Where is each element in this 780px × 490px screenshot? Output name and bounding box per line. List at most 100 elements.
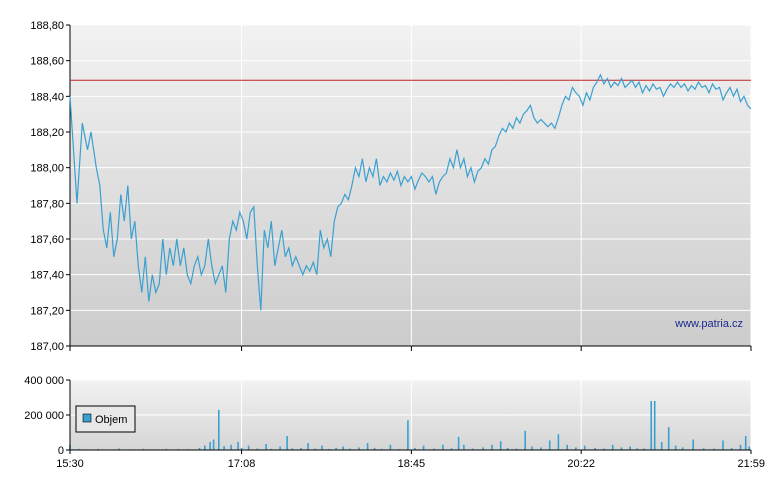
volume-bar bbox=[629, 446, 631, 450]
price-y-tick-label: 188,60 bbox=[30, 56, 64, 68]
volume-bar bbox=[540, 447, 542, 450]
legend-swatch bbox=[82, 413, 92, 423]
volume-bar bbox=[314, 448, 316, 450]
volume-bar bbox=[380, 448, 383, 450]
volume-bar bbox=[389, 444, 392, 451]
volume-y-axis-ticks: 400 000 200 000 0 bbox=[24, 375, 70, 457]
volume-bar bbox=[557, 434, 560, 451]
volume-bar bbox=[583, 445, 586, 450]
volume-bar bbox=[230, 444, 232, 451]
volume-y-tick-label: 0 bbox=[58, 445, 64, 457]
price-series-line bbox=[69, 73, 752, 311]
price-y-tick-label: 187,80 bbox=[30, 198, 64, 210]
volume-bar bbox=[142, 448, 145, 450]
x-tick-label: 17:08 bbox=[228, 458, 256, 470]
volume-bar bbox=[78, 448, 80, 450]
volume-y-tick-label: 200 000 bbox=[24, 410, 64, 422]
volume-bar bbox=[335, 447, 337, 450]
volume-bar bbox=[748, 446, 750, 450]
watermark: www.patria.cz bbox=[674, 318, 743, 330]
volume-bar bbox=[674, 445, 677, 450]
volume-bar bbox=[506, 447, 509, 450]
volume-bar bbox=[442, 444, 444, 451]
volume-bar bbox=[524, 430, 526, 451]
price-y-tick-label: 188,40 bbox=[30, 91, 64, 103]
volume-bar bbox=[620, 447, 623, 450]
volume-bar bbox=[414, 447, 416, 450]
volume-bars bbox=[69, 401, 750, 451]
x-tick-label: 21:59 bbox=[737, 458, 765, 470]
price-plot-background bbox=[70, 25, 751, 346]
volume-bar bbox=[636, 448, 638, 451]
volume-bar bbox=[713, 448, 715, 450]
volume-bar bbox=[548, 440, 551, 450]
volume-bar bbox=[209, 442, 211, 450]
volume-bar bbox=[373, 447, 376, 450]
volume-bar bbox=[291, 448, 294, 451]
volume-bar bbox=[471, 448, 474, 450]
volume-bar bbox=[730, 447, 733, 450]
price-x-axis-ticks bbox=[69, 346, 752, 351]
volume-bar bbox=[739, 444, 742, 451]
price-y-tick-label: 187,00 bbox=[30, 341, 64, 353]
x-tick-label: 18:45 bbox=[398, 458, 426, 470]
volume-bar bbox=[247, 445, 250, 450]
volume-bar bbox=[237, 442, 239, 450]
volume-bar bbox=[482, 447, 484, 450]
volume-bar bbox=[223, 446, 225, 450]
x-tick-label: 20:22 bbox=[567, 458, 595, 470]
volume-bar bbox=[667, 427, 670, 451]
volume-x-axis-ticks: 15:30 17:08 18:45 20:22 21:59 bbox=[56, 450, 765, 470]
volume-bar bbox=[681, 447, 684, 450]
volume-panel: 400 000 200 000 0 15:30 17:08 18:45 20:22 21:5… bbox=[24, 375, 765, 470]
volume-bar bbox=[611, 444, 614, 451]
volume-bar bbox=[653, 401, 656, 450]
volume-bar bbox=[603, 448, 605, 450]
volume-bar bbox=[218, 409, 220, 451]
volume-bar bbox=[594, 447, 596, 450]
volume-bar bbox=[342, 446, 344, 450]
x-tick-label: 15:30 bbox=[56, 458, 84, 470]
volume-bar bbox=[270, 448, 273, 450]
volume-bar bbox=[358, 447, 360, 450]
volume-bar bbox=[692, 439, 694, 450]
price-y-tick-label: 188,00 bbox=[30, 163, 64, 175]
price-y-tick-label: 187,40 bbox=[30, 270, 64, 282]
volume-bar bbox=[499, 441, 502, 451]
price-y-tick-label: 187,60 bbox=[30, 234, 64, 246]
volume-bar bbox=[643, 448, 645, 450]
volume-bar bbox=[118, 448, 120, 450]
volume-bar bbox=[328, 448, 330, 450]
volume-bar bbox=[702, 448, 705, 451]
volume-bar bbox=[722, 440, 724, 450]
volume-bar bbox=[422, 445, 425, 450]
price-panel: 188,80 188,60 188,40 188,20 188,00 187,80 187,… bbox=[30, 20, 752, 353]
volume-bar bbox=[300, 447, 302, 450]
volume-bar bbox=[256, 448, 259, 450]
volume-bar bbox=[491, 444, 493, 451]
price-y-tick-label: 188,80 bbox=[30, 20, 64, 32]
volume-bar bbox=[240, 447, 243, 450]
volume-bar bbox=[198, 447, 201, 450]
volume-legend: Objem bbox=[75, 405, 136, 433]
volume-bar bbox=[366, 443, 369, 450]
volume-bar bbox=[566, 444, 568, 451]
volume-bar bbox=[407, 420, 409, 451]
price-y-tick-label: 187,20 bbox=[30, 305, 64, 317]
volume-bar bbox=[212, 439, 215, 450]
legend-label-objem: Objem bbox=[95, 414, 127, 426]
price-y-tick-label: 188,20 bbox=[30, 127, 64, 139]
volume-bar bbox=[457, 436, 460, 450]
volume-bar bbox=[463, 444, 465, 451]
volume-bar bbox=[286, 436, 288, 450]
volume-bar bbox=[450, 448, 453, 451]
volume-bar bbox=[744, 436, 747, 450]
volume-bar bbox=[650, 401, 652, 450]
volume-bar bbox=[279, 446, 281, 450]
volume-bar bbox=[575, 447, 577, 450]
volume-bar bbox=[307, 443, 309, 450]
volume-y-tick-label: 400 000 bbox=[24, 375, 64, 387]
price-y-axis-ticks: 188,80 188,60 188,40 188,20 188,00 187,80 187,… bbox=[30, 20, 70, 353]
